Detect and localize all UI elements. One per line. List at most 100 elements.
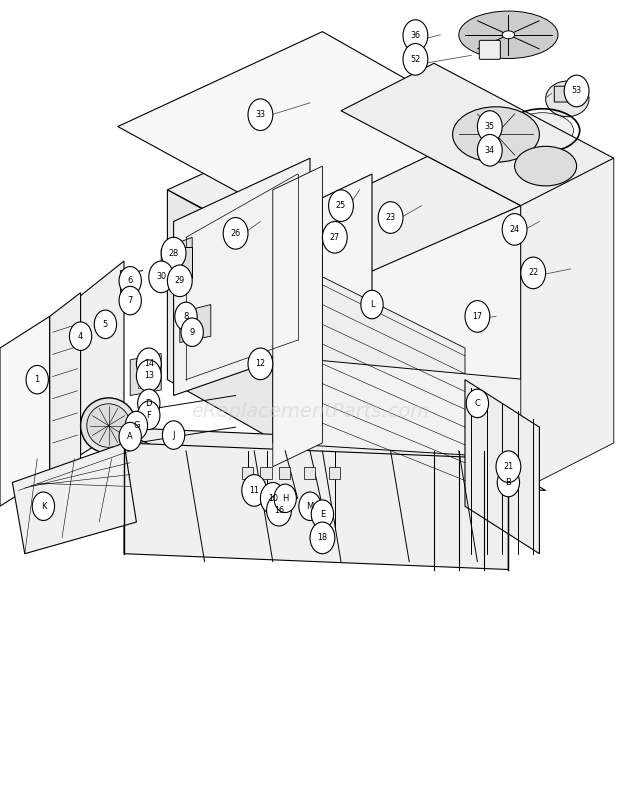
Circle shape xyxy=(119,422,141,451)
Text: 28: 28 xyxy=(169,248,179,258)
Circle shape xyxy=(138,401,160,430)
Polygon shape xyxy=(521,158,614,490)
Text: 30: 30 xyxy=(156,272,166,282)
Text: 24: 24 xyxy=(510,225,520,234)
Circle shape xyxy=(378,202,403,233)
Circle shape xyxy=(310,522,335,554)
Polygon shape xyxy=(112,427,546,490)
Circle shape xyxy=(223,218,248,249)
Circle shape xyxy=(496,451,521,483)
Text: M: M xyxy=(306,501,314,511)
Text: A: A xyxy=(127,432,133,441)
FancyBboxPatch shape xyxy=(554,86,571,102)
Text: 5: 5 xyxy=(103,320,108,329)
FancyBboxPatch shape xyxy=(120,270,131,279)
Circle shape xyxy=(521,257,546,289)
Ellipse shape xyxy=(138,373,141,377)
Circle shape xyxy=(119,267,141,295)
Text: 35: 35 xyxy=(485,122,495,131)
Text: 25: 25 xyxy=(336,201,346,210)
Circle shape xyxy=(322,221,347,253)
Text: 21: 21 xyxy=(503,462,513,471)
Text: 22: 22 xyxy=(528,268,538,278)
Ellipse shape xyxy=(502,31,515,39)
Ellipse shape xyxy=(138,380,141,383)
Text: eReplacementParts.com: eReplacementParts.com xyxy=(191,402,429,421)
Text: 53: 53 xyxy=(572,86,582,96)
Ellipse shape xyxy=(512,113,574,149)
Polygon shape xyxy=(167,111,521,285)
Polygon shape xyxy=(74,261,124,459)
FancyBboxPatch shape xyxy=(329,467,340,479)
Circle shape xyxy=(465,301,490,332)
Circle shape xyxy=(125,411,148,440)
Circle shape xyxy=(94,310,117,339)
Ellipse shape xyxy=(138,367,141,370)
Text: B: B xyxy=(505,478,511,487)
Circle shape xyxy=(161,237,186,269)
Circle shape xyxy=(274,484,296,513)
Circle shape xyxy=(502,214,527,245)
Text: 27: 27 xyxy=(330,233,340,242)
Ellipse shape xyxy=(81,398,136,453)
Circle shape xyxy=(466,389,489,418)
Text: K: K xyxy=(41,501,46,511)
FancyBboxPatch shape xyxy=(304,467,315,479)
Text: J: J xyxy=(172,430,175,440)
Text: 29: 29 xyxy=(175,276,185,286)
Circle shape xyxy=(477,111,502,142)
Circle shape xyxy=(329,190,353,221)
Text: 33: 33 xyxy=(255,110,265,119)
Circle shape xyxy=(175,302,197,331)
FancyBboxPatch shape xyxy=(242,467,253,479)
Text: 18: 18 xyxy=(317,533,327,543)
Text: 13: 13 xyxy=(144,371,154,380)
Circle shape xyxy=(267,494,291,526)
Polygon shape xyxy=(322,174,372,332)
Polygon shape xyxy=(273,356,527,459)
Polygon shape xyxy=(124,443,508,570)
Text: 6: 6 xyxy=(128,276,133,286)
Circle shape xyxy=(69,322,92,350)
Polygon shape xyxy=(180,305,211,343)
Text: H: H xyxy=(282,494,288,503)
Circle shape xyxy=(136,348,161,380)
Text: 11: 11 xyxy=(249,486,259,495)
Text: 14: 14 xyxy=(144,359,154,369)
Circle shape xyxy=(361,290,383,319)
Ellipse shape xyxy=(453,107,539,162)
Polygon shape xyxy=(465,380,539,554)
Text: 34: 34 xyxy=(485,146,495,155)
Circle shape xyxy=(564,75,589,107)
Circle shape xyxy=(242,475,267,506)
Circle shape xyxy=(311,500,334,528)
Circle shape xyxy=(162,421,185,449)
Circle shape xyxy=(138,389,160,418)
Polygon shape xyxy=(161,237,192,281)
Circle shape xyxy=(248,348,273,380)
Text: 52: 52 xyxy=(410,55,420,64)
Ellipse shape xyxy=(459,11,558,59)
Text: D: D xyxy=(146,399,152,408)
Text: G: G xyxy=(133,421,140,430)
Circle shape xyxy=(32,492,55,520)
FancyBboxPatch shape xyxy=(260,467,272,479)
Circle shape xyxy=(403,20,428,51)
Polygon shape xyxy=(341,63,614,206)
Circle shape xyxy=(497,468,520,497)
Text: 23: 23 xyxy=(386,213,396,222)
Text: 26: 26 xyxy=(231,229,241,238)
FancyBboxPatch shape xyxy=(279,467,290,479)
Text: F: F xyxy=(146,411,151,420)
FancyBboxPatch shape xyxy=(479,40,500,59)
Circle shape xyxy=(119,286,141,315)
Circle shape xyxy=(149,261,174,293)
Circle shape xyxy=(26,365,48,394)
Polygon shape xyxy=(322,277,465,443)
Text: 12: 12 xyxy=(255,359,265,369)
Text: L: L xyxy=(370,300,374,309)
Circle shape xyxy=(477,134,502,166)
Text: E: E xyxy=(320,509,325,519)
Text: 36: 36 xyxy=(410,31,420,40)
Polygon shape xyxy=(0,316,50,506)
